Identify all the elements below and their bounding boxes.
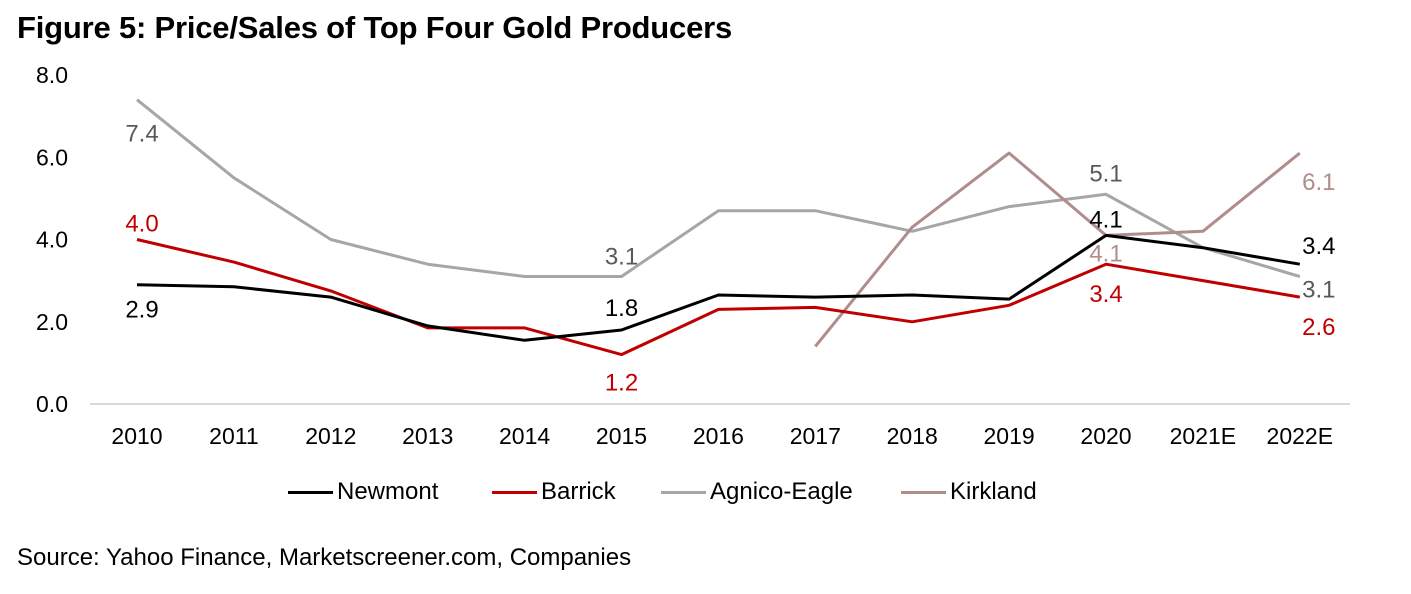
x-tick-label: 2022E [1267, 423, 1334, 449]
data-label: 1.8 [605, 295, 638, 322]
y-axis: 0.0 2.0 4.0 6.0 8.0 [36, 62, 68, 417]
legend-label: Agnico-Eagle [710, 478, 853, 505]
x-tick-label: 2020 [1080, 423, 1131, 449]
x-tick-label: 2014 [499, 423, 550, 449]
legend-label: Barrick [541, 478, 616, 505]
data-label: 2.9 [125, 297, 158, 324]
x-tick-label: 2021E [1170, 423, 1237, 449]
x-tick-label: 2015 [596, 423, 647, 449]
legend-swatch [288, 490, 333, 494]
series-line-barrick [136, 238, 1301, 357]
x-axis: 2010 2011 2012 2013 2014 2015 2016 2017 2018 2019… [111, 423, 1333, 449]
data-label: 4.1 [1089, 240, 1122, 267]
x-tick-label: 2018 [887, 423, 938, 449]
x-tick-label: 2011 [209, 423, 258, 449]
data-label: 7.4 [125, 121, 158, 148]
series-line-newmont [136, 233, 1301, 342]
series-lines [136, 98, 1301, 357]
data-label: 3.4 [1089, 281, 1122, 308]
legend-item-kirkland: Kirkland [901, 478, 1037, 506]
data-label: 3.1 [1302, 277, 1335, 304]
y-tick-label: 8.0 [36, 62, 68, 88]
legend-item-agnico-eagle: Agnico-Eagle [661, 478, 853, 506]
x-tick-label: 2010 [111, 423, 162, 449]
legend-item-barrick: Barrick [492, 478, 616, 506]
series-line-kirkland [814, 151, 1301, 348]
data-label: 6.1 [1302, 169, 1335, 196]
y-tick-label: 0.0 [36, 391, 68, 417]
x-tick-label: 2017 [790, 423, 841, 449]
x-tick-label: 2012 [305, 423, 356, 449]
data-label: 2.6 [1302, 314, 1335, 341]
data-label: 1.2 [605, 370, 638, 397]
y-tick-label: 6.0 [36, 144, 68, 170]
data-label: 4.0 [125, 211, 158, 238]
data-label: 4.1 [1089, 206, 1122, 233]
legend-swatch [661, 490, 706, 494]
data-label: 3.1 [605, 244, 638, 271]
series-line-agnico-eagle [136, 98, 1301, 278]
y-tick-label: 2.0 [36, 309, 68, 335]
legend-label: Newmont [337, 478, 439, 505]
data-label: 3.4 [1302, 233, 1335, 260]
y-tick-label: 4.0 [36, 227, 68, 253]
source-note: Source: Yahoo Finance, Marketscreener.co… [17, 544, 632, 571]
legend-swatch [492, 490, 537, 494]
x-tick-label: 2019 [984, 423, 1035, 449]
figure-title: Figure 5: Price/Sales of Top Four Gold P… [17, 10, 733, 45]
x-tick-label: 2013 [402, 423, 453, 449]
data-label: 5.1 [1089, 160, 1122, 187]
legend-swatch [901, 490, 946, 494]
legend-label: Kirkland [950, 478, 1037, 505]
legend: Newmont Barrick Agnico-Eagle Kirkland [0, 478, 1411, 510]
legend-item-newmont: Newmont [288, 478, 438, 506]
data-labels: 7.4 4.0 2.9 3.1 1.8 1.2 5.1 4.1 4.1 3.4 6.1 3.4 3.1 2… [125, 121, 1335, 397]
x-tick-label: 2016 [693, 423, 744, 449]
